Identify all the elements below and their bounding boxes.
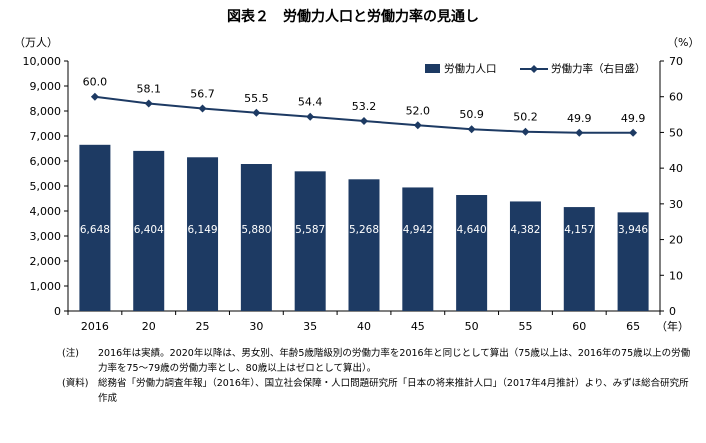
y-left-tick-label: 8,000	[30, 105, 62, 118]
legend-line-label: 労働力率（右目盛）	[551, 62, 646, 75]
rate-value-label: 50.2	[513, 111, 538, 124]
rate-point-marker	[144, 99, 153, 108]
source-row: (資料) 総務省「労働力調査年報」（2016年）、国立社会保障・人口問題研究所「…	[62, 376, 692, 406]
bar-value-label: 5,268	[349, 224, 379, 236]
y-left-tick-label: 4,000	[30, 205, 62, 218]
rate-value-label: 53.2	[352, 100, 377, 113]
bar-value-label: 4,640	[457, 224, 487, 236]
y-left-tick-label: 5,000	[30, 180, 62, 193]
bar-value-label: 5,587	[295, 224, 325, 236]
y-left-tick-label: 7,000	[30, 130, 62, 143]
bar-value-label: 6,404	[134, 224, 164, 236]
x-tick-label: 25	[196, 320, 210, 333]
rate-point-marker	[413, 121, 422, 130]
y-right-tick-label: 50	[669, 126, 683, 139]
y-right-tick-label: 10	[669, 269, 683, 282]
bar-2016	[79, 144, 111, 311]
bar-55	[509, 201, 541, 311]
bar-40	[348, 179, 380, 311]
y-left-tick-label: 1,000	[30, 280, 62, 293]
bar-60	[563, 207, 595, 311]
legend-bar-label: 労働力人口	[444, 62, 497, 75]
bar-value-label: 4,942	[403, 224, 433, 236]
source-head: (資料)	[62, 378, 89, 389]
bar-25	[187, 157, 219, 311]
bar-value-label: 4,382	[510, 224, 540, 236]
rate-point-marker	[90, 92, 99, 101]
rate-value-label: 55.5	[244, 92, 269, 105]
bar-value-label: 4,157	[564, 224, 594, 236]
x-tick-label: 40	[357, 320, 371, 333]
bar-30	[240, 164, 272, 311]
y-right-tick-label: 0	[669, 305, 676, 318]
rate-value-label: 50.9	[459, 108, 484, 121]
x-tick-label: 2016	[81, 320, 109, 333]
y-left-tick-label: 2,000	[30, 255, 62, 268]
x-tick-label: 55	[518, 320, 532, 333]
bar-value-label: 6,648	[80, 224, 110, 236]
x-tick-label: 20	[142, 320, 156, 333]
rate-point-marker	[575, 128, 584, 137]
x-tick-label: 30	[249, 320, 263, 333]
bar-value-label: 5,880	[241, 224, 271, 236]
bar-45	[402, 187, 434, 311]
x-tick-label: 50	[465, 320, 479, 333]
bar-35	[294, 171, 326, 311]
note-body: 2016年は実績。2020年以降は、男女別、年齢5歳階級別の労働力率を2016年…	[98, 348, 691, 374]
bar-value-label: 6,149	[188, 224, 218, 236]
chart-area: 0 1,000 2,000 3,000 4,000 5,000 6,000 7,000 8,00…	[23, 55, 690, 333]
rate-point-marker	[306, 112, 315, 121]
notes: (注) 2016年は実績。2020年以降は、男女別、年齢5歳階級別の労働力率を2…	[62, 346, 692, 406]
note-row: (注) 2016年は実績。2020年以降は、男女別、年齢5歳階級別の労働力率を2…	[62, 346, 692, 376]
y-left-tick-label: 0	[54, 305, 61, 318]
rate-point-marker	[252, 108, 261, 117]
rate-value-label: 56.7	[190, 88, 215, 101]
rate-point-marker	[521, 127, 530, 136]
y-right-tick-label: 30	[669, 198, 683, 211]
y-right-tick-label: 40	[669, 162, 683, 175]
y-left-tick-label: 6,000	[30, 155, 62, 168]
bar-65	[617, 212, 649, 311]
x-tick-label: 65	[626, 320, 640, 333]
rate-value-label: 54.4	[298, 96, 323, 109]
note-head: (注)	[62, 348, 79, 359]
rate-value-label: 60.0	[83, 76, 108, 89]
chart-title: 図表２ 労働力人口と労働力率の見通し	[227, 9, 479, 25]
rate-point-marker	[467, 125, 476, 134]
y-left-tick-label: 3,000	[30, 230, 62, 243]
y-right-tick-label: 60	[669, 91, 683, 104]
x-axis-unit: （年）	[656, 319, 689, 333]
rate-value-label: 58.1	[136, 83, 161, 96]
bar-value-label: 3,946	[618, 224, 648, 236]
x-tick-label: 35	[303, 320, 317, 333]
rate-point-marker	[360, 117, 368, 125]
rate-value-label: 49.9	[621, 112, 646, 125]
y-right-tick-label: 20	[669, 234, 683, 247]
y-left-tick-label: 10,000	[23, 55, 62, 68]
bar-20	[133, 150, 165, 311]
rate-value-label: 49.9	[567, 112, 592, 125]
y-left-tick-label: 9,000	[30, 80, 62, 93]
rate-point-marker	[198, 104, 207, 113]
right-axis-unit: （%）	[667, 36, 700, 49]
y-right-tick-label: 70	[669, 55, 683, 68]
x-tick-label: 45	[411, 320, 425, 333]
rate-value-label: 52.0	[406, 104, 431, 117]
x-tick-label: 60	[572, 320, 586, 333]
legend-line-marker	[530, 65, 538, 73]
source-body: 総務省「労働力調査年報」（2016年）、国立社会保障・人口問題研究所「日本の将来…	[98, 378, 689, 404]
left-axis-unit: （万人）	[14, 36, 58, 49]
bar-50	[456, 195, 488, 311]
rate-point-marker	[629, 128, 638, 137]
legend-bar-swatch	[425, 64, 440, 73]
